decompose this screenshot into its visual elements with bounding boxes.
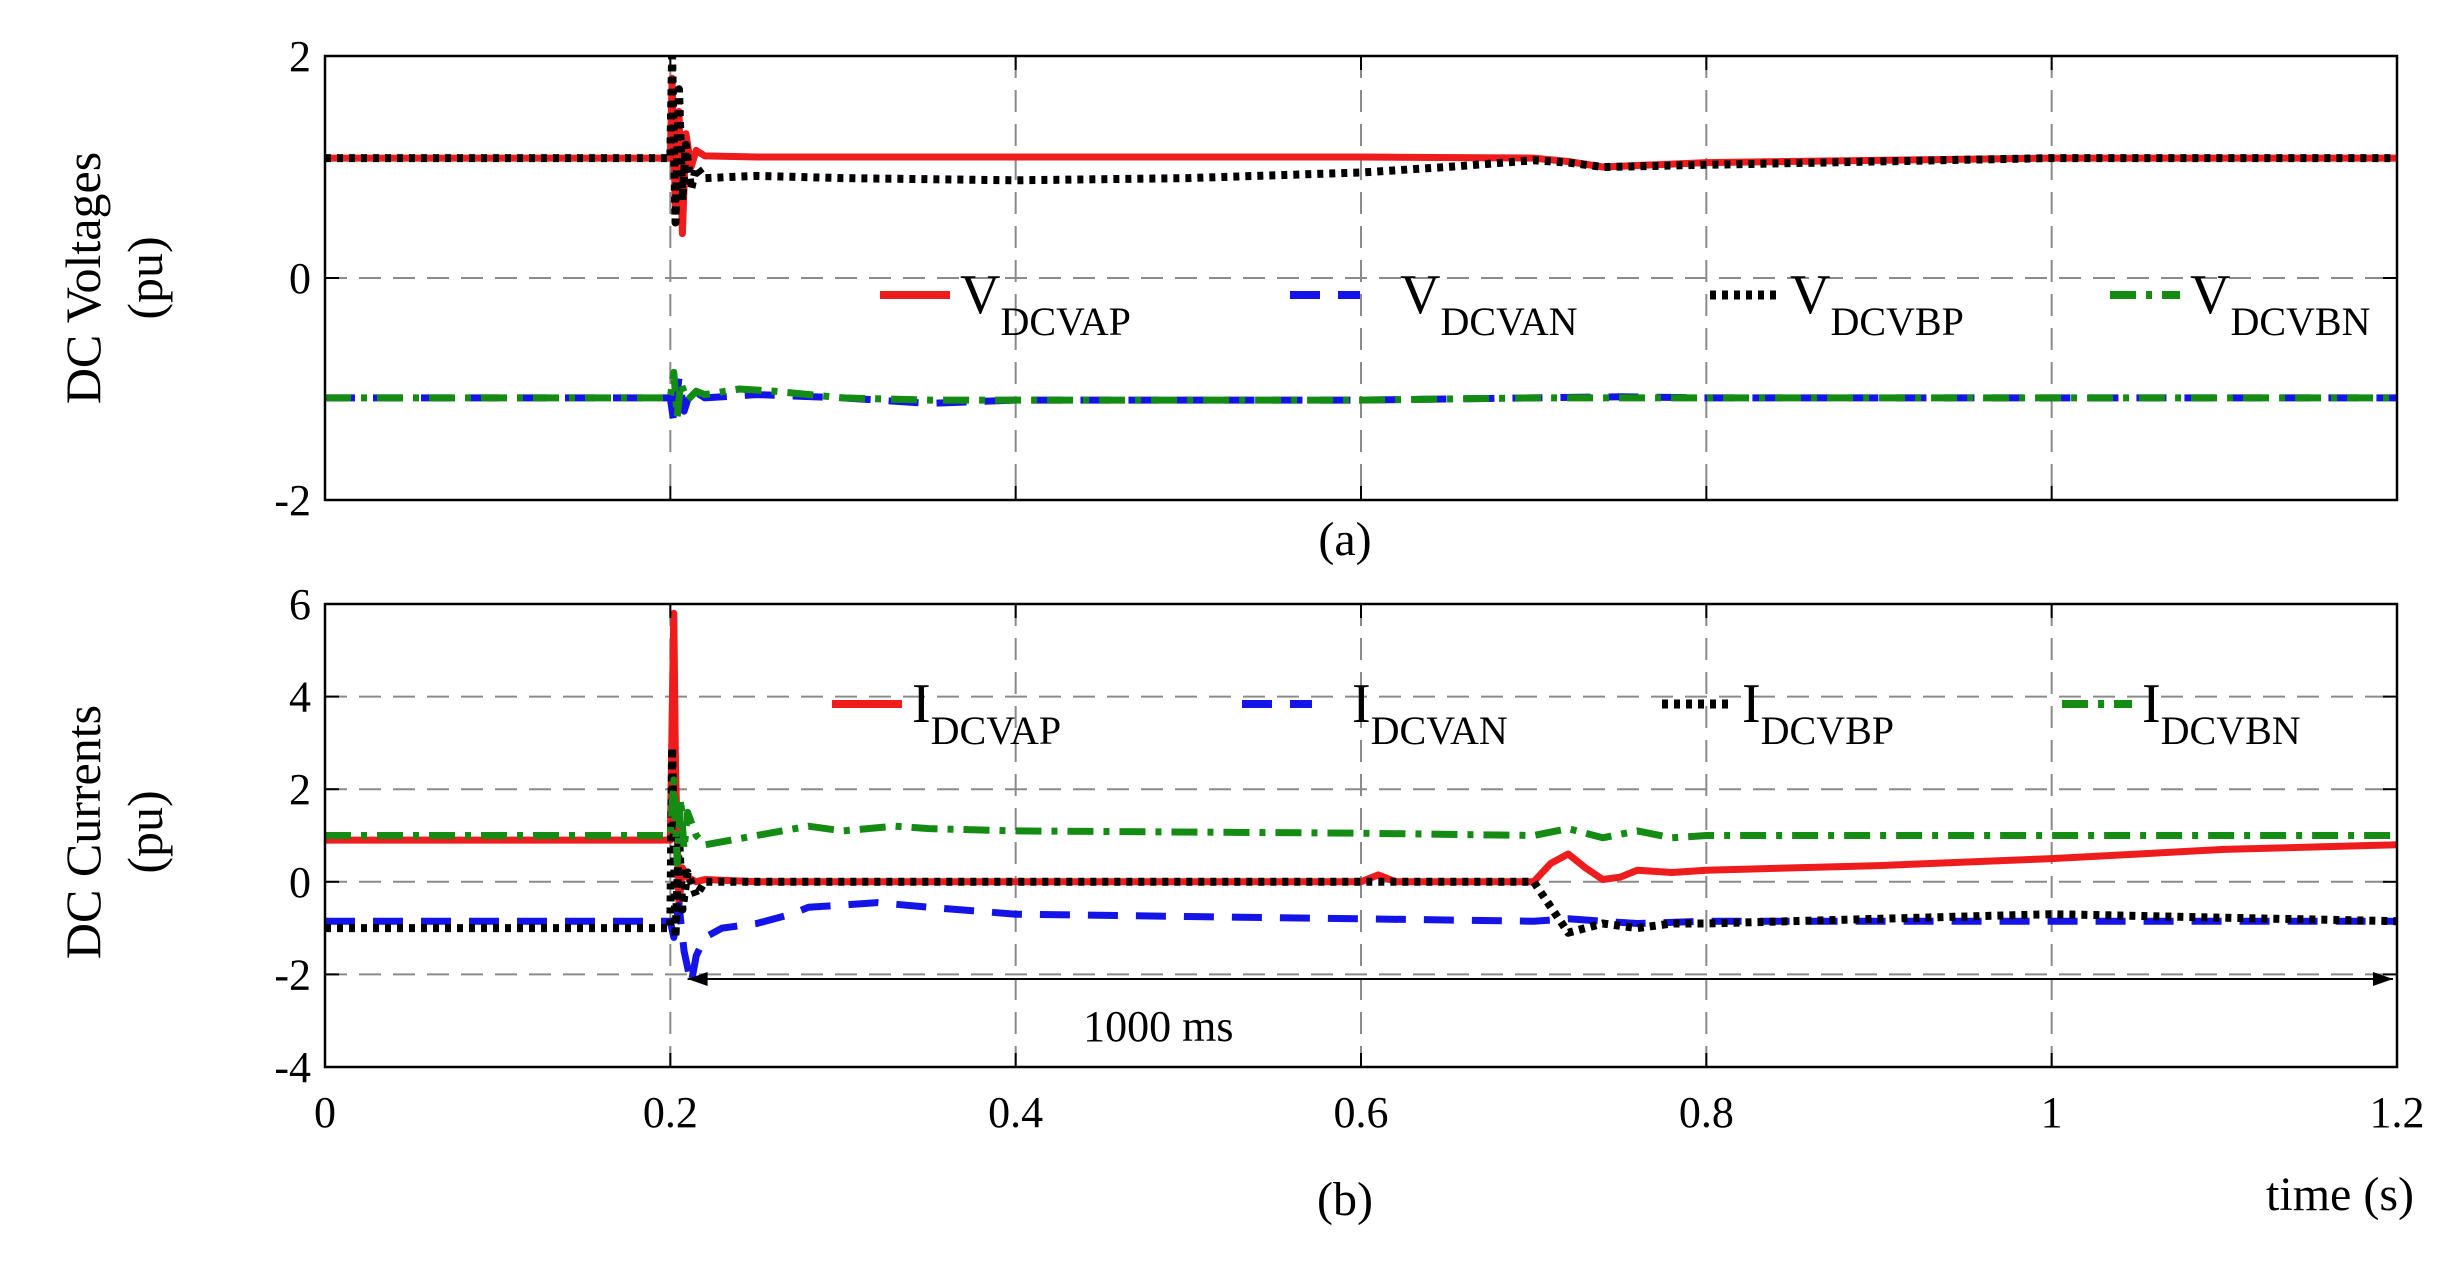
- y-axis-label-line: (pu): [117, 236, 173, 319]
- legend-main: I: [1742, 673, 1761, 735]
- legend-main: I: [2142, 673, 2161, 735]
- x-tick-label: 1.2: [2370, 1088, 2425, 1137]
- x-tick-label: 0.2: [643, 1088, 698, 1137]
- legend-entry-dcvbn: IDCVBN: [2142, 673, 2301, 753]
- annotation-label: 1000 ms: [1083, 1002, 1233, 1051]
- y-axis-label: DC Voltages (pu): [55, 152, 173, 404]
- legend: VDCVAP VDCVAN VDCVBP VDCVBN: [880, 264, 2370, 344]
- series-line-dcvbp: [325, 743, 2397, 942]
- legend: IDCVAP IDCVAN IDCVBP IDCVBN: [832, 673, 2301, 753]
- y-tick-label: 0: [289, 254, 311, 303]
- legend-entry-dcvap: VDCVAP: [960, 264, 1131, 344]
- panel-caption: (b): [1317, 1173, 1373, 1226]
- legend-main: I: [912, 673, 931, 735]
- chart-panel-b: 0 0.2 0.4 0.6 0.8 1 1.2 -4 -2 0 2 4 6 DC Currents (pu)…: [55, 580, 2425, 1226]
- legend-entry-dcvbp: IDCVBP: [1742, 673, 1894, 753]
- legend-subscript: DCVBN: [2230, 299, 2370, 344]
- legend-subscript: DCVBP: [1761, 708, 1894, 753]
- legend-main: V: [960, 264, 1000, 326]
- y-tick-label: -2: [274, 476, 311, 525]
- legend-main: V: [1790, 264, 1830, 326]
- series-line-dcvbn: [325, 776, 2397, 867]
- y-axis-label: DC Currents (pu): [55, 705, 173, 959]
- legend-entry-dcvan: VDCVAN: [1400, 264, 1578, 344]
- y-tick-label: 2: [289, 765, 311, 814]
- y-tick-label: -4: [274, 1043, 311, 1092]
- arrow-left-icon: [687, 972, 708, 987]
- x-tick-label: 0: [314, 1088, 336, 1137]
- legend-subscript: DCVAN: [1371, 708, 1508, 753]
- y-axis-label-line: DC Currents: [55, 705, 111, 959]
- x-tick-label: 0.8: [1679, 1088, 1734, 1137]
- legend-subscript: DCVBP: [1830, 299, 1963, 344]
- y-axis-label-line: DC Voltages: [55, 152, 111, 404]
- legend-subscript: DCVAP: [931, 708, 1061, 753]
- x-tick-label: 0.4: [988, 1088, 1043, 1137]
- legend-entry-dcvan: IDCVAN: [1352, 673, 1508, 753]
- duration-annotation: 1000 ms: [687, 972, 2393, 1051]
- panel-caption: (a): [1318, 513, 1371, 566]
- legend-main: I: [1352, 673, 1371, 735]
- legend-entry-dcvap: IDCVAP: [912, 673, 1061, 753]
- y-tick-label: 6: [289, 580, 311, 629]
- series-line-dcvbp: [325, 56, 2397, 227]
- x-axis-label: time (s): [2266, 1168, 2414, 1221]
- y-tick-label: 4: [289, 673, 311, 722]
- legend-main: V: [2190, 264, 2230, 326]
- legend-subscript: DCVAP: [1000, 299, 1130, 344]
- legend-subscript: DCVAN: [1440, 299, 1577, 344]
- series-line-dcvbn: [325, 368, 2397, 421]
- legend-main: V: [1400, 264, 1440, 326]
- legend-entry-dcvbp: VDCVBP: [1790, 264, 1964, 344]
- arrow-right-icon: [2373, 972, 2393, 987]
- y-tick-label: 0: [289, 858, 311, 907]
- series-line-dcvan: [325, 899, 2397, 988]
- x-tick-label: 0.6: [1334, 1088, 1389, 1137]
- y-tick-label: -2: [274, 950, 311, 999]
- y-axis-label-line: (pu): [117, 790, 173, 873]
- legend-entry-dcvbn: VDCVBN: [2190, 264, 2370, 344]
- legend-subscript: DCVBN: [2161, 708, 2301, 753]
- y-tick-label: 2: [289, 32, 311, 81]
- x-tick-label: 1: [2041, 1088, 2063, 1137]
